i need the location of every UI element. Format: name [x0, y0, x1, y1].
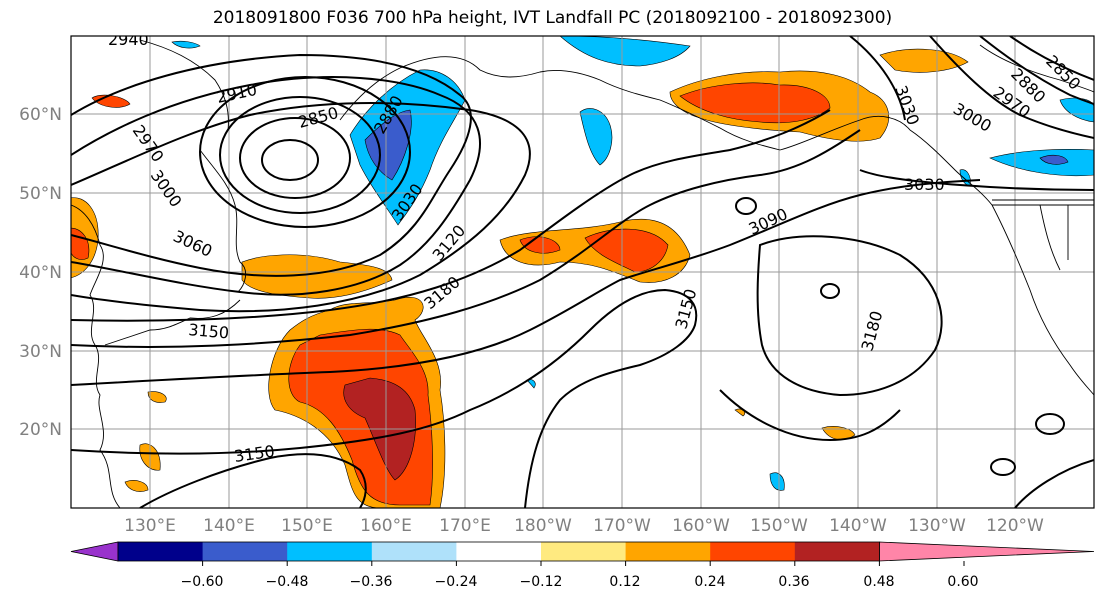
lon-label: 120°W	[986, 516, 1044, 536]
lon-label: 130°E	[124, 516, 176, 536]
colorbar-segment	[118, 542, 204, 561]
colorbar-segment	[625, 542, 711, 561]
lon-label: 160°E	[360, 516, 412, 536]
lon-label: 140°E	[203, 516, 255, 536]
height-contours	[71, 36, 1094, 508]
lon-label: 170°W	[593, 516, 651, 536]
colorbar-tick-labels: −0.60 −0.48 −0.36 −0.24 −0.12 0.12 0.24 …	[181, 574, 979, 590]
colorbar-segment	[879, 541, 1095, 562]
lon-label: 170°E	[439, 516, 491, 536]
colorbar-tick-label: −0.24	[435, 574, 478, 590]
colorbar-tick-label: −0.48	[266, 574, 309, 590]
lat-label: 60°N	[19, 105, 62, 125]
contour-label: 3150	[188, 320, 230, 342]
longitude-labels: 130°E 140°E 150°E 160°E 170°E 180°W 170°…	[124, 516, 1044, 536]
colorbar-tick-label: 0.24	[694, 574, 725, 590]
gridlines	[71, 36, 1094, 508]
colorbar-segment	[371, 542, 457, 561]
colorbar-tick-label: 0.36	[778, 574, 809, 590]
lat-label: 20°N	[19, 420, 62, 440]
colorbar-segment	[202, 542, 288, 561]
contour-label: 2940	[108, 30, 149, 49]
colorbar-tick-label: −0.60	[181, 574, 224, 590]
lon-label: 150°E	[281, 516, 333, 536]
lon-label: 140°W	[829, 516, 887, 536]
lon-label: 160°W	[672, 516, 730, 536]
contour-label: 3030	[904, 175, 945, 194]
lat-label: 50°N	[19, 184, 62, 204]
lat-label: 30°N	[19, 342, 62, 362]
colorbar-tick-label: 0.12	[609, 574, 640, 590]
map-frame	[70, 35, 1095, 509]
colorbar-segment	[794, 542, 880, 561]
latitude-labels: 60°N 50°N 40°N 30°N 20°N	[19, 105, 62, 440]
colorbar: −0.60 −0.48 −0.36 −0.24 −0.12 0.12 0.24 …	[70, 541, 1095, 590]
colorbar-segment	[287, 542, 373, 561]
colorbar-segments	[70, 541, 1095, 566]
lon-label: 150°W	[750, 516, 808, 536]
colorbar-segment	[456, 542, 542, 561]
colorbar-tick-label: −0.12	[520, 574, 563, 590]
lon-label: 130°W	[908, 516, 966, 536]
coastlines	[71, 39, 1094, 508]
colorbar-tick-label: 0.48	[863, 574, 894, 590]
colorbar-segment	[70, 541, 119, 562]
lon-label: 180°W	[514, 516, 572, 536]
colorbar-tick-label: 0.60	[947, 574, 978, 590]
lat-label: 40°N	[19, 263, 62, 283]
colorbar-frame	[117, 541, 880, 562]
colorbar-segment	[541, 542, 627, 561]
colorbar-segment	[710, 542, 796, 561]
map-title: 2018091800 F036 700 hPa height, IVT Land…	[212, 8, 893, 28]
colorbar-tick-label: −0.36	[350, 574, 393, 590]
